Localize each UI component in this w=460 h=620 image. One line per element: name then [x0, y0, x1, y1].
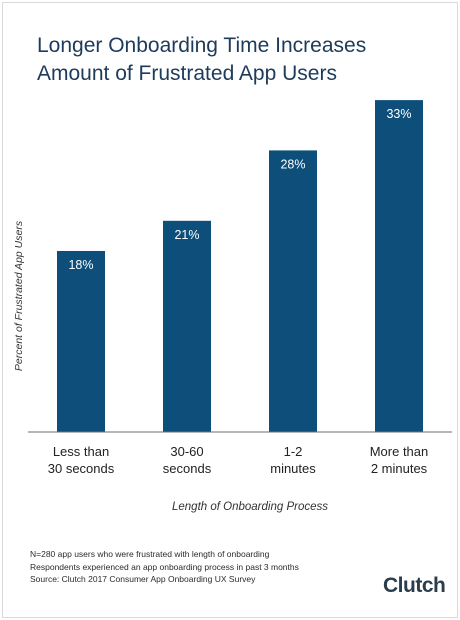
bar-value-label-2: 21% — [174, 228, 199, 242]
bar-1 — [57, 250, 105, 432]
x-axis-label: Length of Onboarding Process — [172, 501, 328, 513]
x-tick-label-3-line-2: minutes — [270, 461, 316, 476]
x-tick-label-4-line-2: 2 minutes — [371, 461, 428, 476]
bar-4 — [375, 100, 423, 432]
bar-2 — [163, 220, 211, 432]
footnote-respondents: Respondents experienced an app onboardin… — [30, 561, 299, 572]
clutch-logo: Clutch — [383, 574, 446, 597]
x-tick-label-2-line-2: seconds — [163, 461, 212, 476]
footnote-sample: N=280 app users who were frustrated with… — [30, 549, 270, 559]
footnote-source: Source: Clutch 2017 Consumer App Onboard… — [30, 574, 256, 584]
chart-title-line-2: Amount of Frustrated App Users — [37, 62, 337, 85]
bar-value-label-4: 33% — [386, 107, 411, 121]
x-tick-label-4-line-1: More than — [370, 444, 429, 459]
x-tick-label-1-line-1: Less than — [53, 444, 109, 459]
chart-title-line-1: Longer Onboarding Time Increases — [37, 34, 367, 57]
x-tick-label-1-line-2: 30 seconds — [48, 461, 115, 476]
bar-3 — [269, 150, 317, 432]
x-tick-label-3-line-1: 1-2 — [284, 444, 303, 459]
footnotes: N=280 app users who were frustrated with… — [30, 548, 360, 586]
bar-value-label-1: 18% — [68, 258, 93, 272]
bar-value-label-3: 28% — [280, 157, 305, 171]
y-axis-label: Percent of Frustrated App Users — [13, 220, 25, 371]
chart-title: Longer Onboarding Time Increases Amount … — [37, 32, 437, 88]
x-tick-label-2-line-1: 30-60 — [170, 444, 203, 459]
